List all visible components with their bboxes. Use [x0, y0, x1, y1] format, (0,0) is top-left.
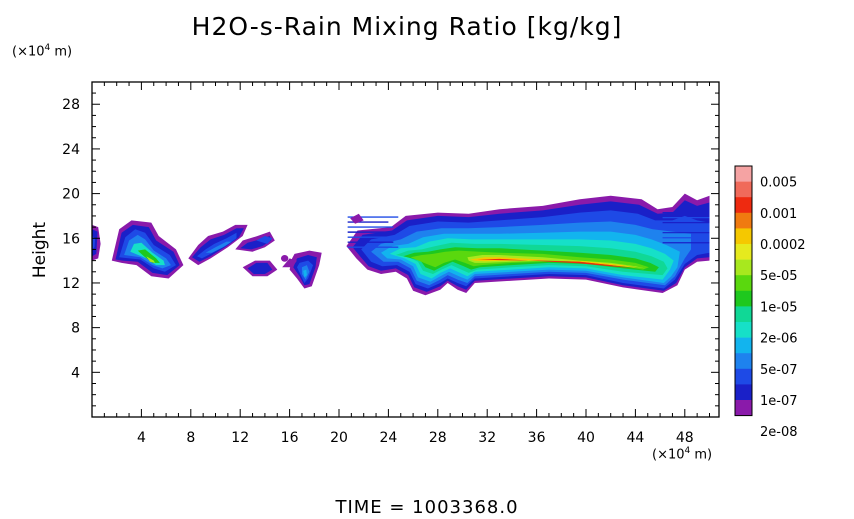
colorbar-swatch: [735, 197, 752, 214]
chart-title: H2O-s-Rain Mixing Ratio [kg/kg]: [191, 12, 623, 41]
colorbar-swatch: [735, 244, 752, 260]
y-unit-base: (×10: [12, 44, 45, 60]
colorbar-label: 0.0002: [760, 238, 806, 253]
rain-cell: [146, 256, 155, 263]
x-unit-base: (×10: [652, 447, 685, 463]
colorbar-label: 1e-05: [760, 300, 798, 315]
colorbar-label: 5e-07: [760, 363, 798, 378]
colorbar-label: 1e-07: [760, 394, 798, 409]
rain-band-11: [477, 258, 631, 268]
rain-cell: [205, 241, 232, 253]
y-tick-label: 24: [62, 142, 80, 158]
colorbar-swatch: [735, 212, 752, 229]
colorbar-swatch: [735, 290, 752, 307]
colorbar-swatch: [735, 384, 752, 401]
colorbar-swatch: [735, 337, 752, 354]
x-tick-label: 48: [676, 430, 694, 446]
y-tick-label: 12: [62, 276, 80, 292]
x-unit-exp: 4: [684, 446, 691, 456]
colorbar-swatch: [735, 322, 752, 338]
x-tick-label: 24: [379, 430, 397, 446]
y-tick-label: 4: [71, 365, 80, 381]
x-tick-label: 4: [137, 430, 146, 446]
colorbar-swatch: [735, 181, 752, 198]
colorbar-swatch: [735, 228, 752, 245]
y-axis-unit: (×104 m): [12, 43, 72, 59]
colorbar-label: 2e-06: [760, 332, 798, 347]
rain-edge-left: [92, 236, 96, 250]
x-tick-label: 32: [478, 430, 496, 446]
colorbar-swatch: [735, 306, 752, 323]
rain-cell: [303, 269, 307, 278]
rain-speck: [350, 213, 364, 224]
rain-cell: [282, 258, 297, 268]
x-tick-label: 28: [429, 430, 447, 446]
y-tick-label: 20: [62, 187, 80, 203]
rain-cell: [256, 236, 273, 244]
colorbar-label: 0.001: [760, 207, 797, 222]
y-tick-label: 8: [71, 321, 80, 337]
colorbar-frame: [734, 165, 753, 417]
colorbar-swatch: [735, 368, 752, 385]
y-tick-label: 16: [62, 231, 80, 247]
rain-cell: [197, 232, 237, 259]
colorbar-label: 0.005: [760, 176, 797, 191]
colorbar-swatch: [735, 400, 752, 416]
time-label: TIME = 1003368.0: [335, 497, 519, 518]
y-unit-exp: 4: [44, 43, 51, 53]
x-tick-label: 20: [330, 430, 348, 446]
colorbar-swatch: [735, 259, 752, 276]
x-unit-tail: m): [690, 447, 713, 463]
rain-field: [92, 193, 710, 296]
colorbar-swatch: [735, 353, 752, 370]
y-tick-label: 28: [62, 97, 80, 113]
colorbar-label: 2e-08: [760, 425, 798, 440]
rain-speck: [280, 255, 289, 262]
colorbar-swatch: [735, 275, 752, 292]
colorbar-swatch: [735, 166, 752, 182]
colorbar: 0.005 0.001 0.0002 5e-05 1e-05 2e-06 5e-07 1e-0…: [734, 165, 806, 440]
x-axis-unit: (×104 m): [652, 446, 712, 462]
x-tick-label: 12: [231, 430, 249, 446]
y-unit-tail: m): [50, 44, 73, 60]
rain-cell: [247, 262, 273, 274]
colorbar-label: 5e-05: [760, 269, 798, 284]
x-tick-label: 44: [626, 430, 644, 446]
x-tick-label: 36: [528, 430, 546, 446]
rain-cell: [137, 249, 160, 263]
x-tick-label: 8: [186, 430, 195, 446]
x-tick-label: 16: [281, 430, 299, 446]
x-tick-label: 40: [577, 430, 595, 446]
